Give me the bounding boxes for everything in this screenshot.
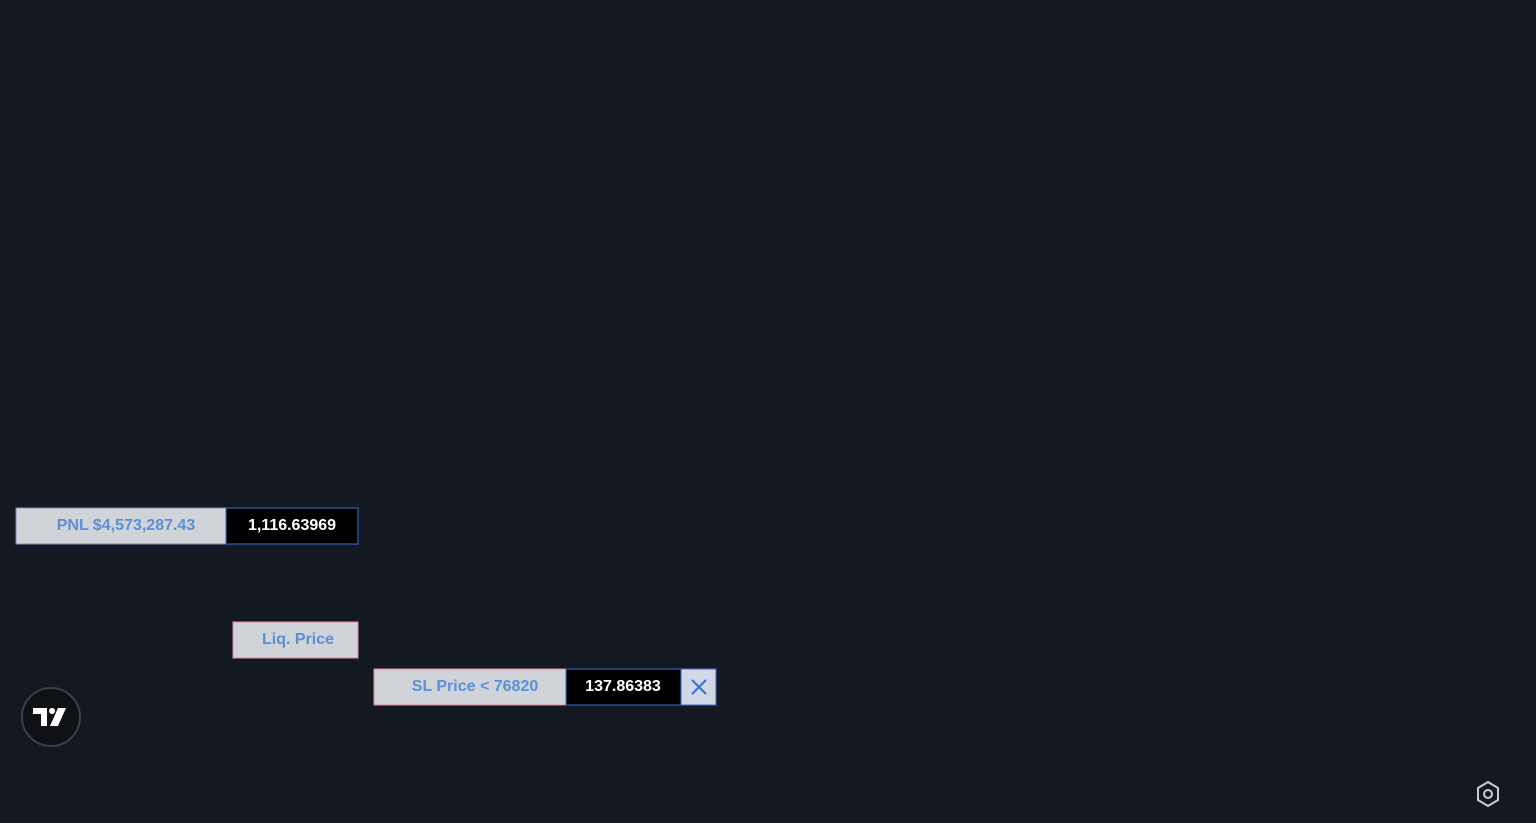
close-icon <box>691 679 707 695</box>
sl-label: SL Price < 76820 <box>412 678 539 695</box>
logo[interactable] <box>21 687 81 747</box>
liq-label: Liq. Price <box>262 631 334 648</box>
position-panels: PNL $4,573,287.43 1,116.63969 Liq. Price… <box>15 507 717 706</box>
settings-dot <box>1483 789 1493 799</box>
size-value: 1,116.63969 <box>248 517 336 534</box>
logo-mark <box>33 708 66 726</box>
settings-icon <box>1477 780 1499 808</box>
sl-size-box[interactable] <box>565 668 682 706</box>
pnl-label: PNL $4,573,287.43 <box>57 517 196 534</box>
size-box[interactable] <box>225 507 359 545</box>
sl-box[interactable] <box>373 668 567 706</box>
sl-size-value: 137.86383 <box>585 678 661 695</box>
logo-circle <box>21 687 81 747</box>
pnl-box[interactable] <box>15 507 227 545</box>
liq-box[interactable] <box>232 621 359 659</box>
settings[interactable] <box>1477 780 1499 808</box>
